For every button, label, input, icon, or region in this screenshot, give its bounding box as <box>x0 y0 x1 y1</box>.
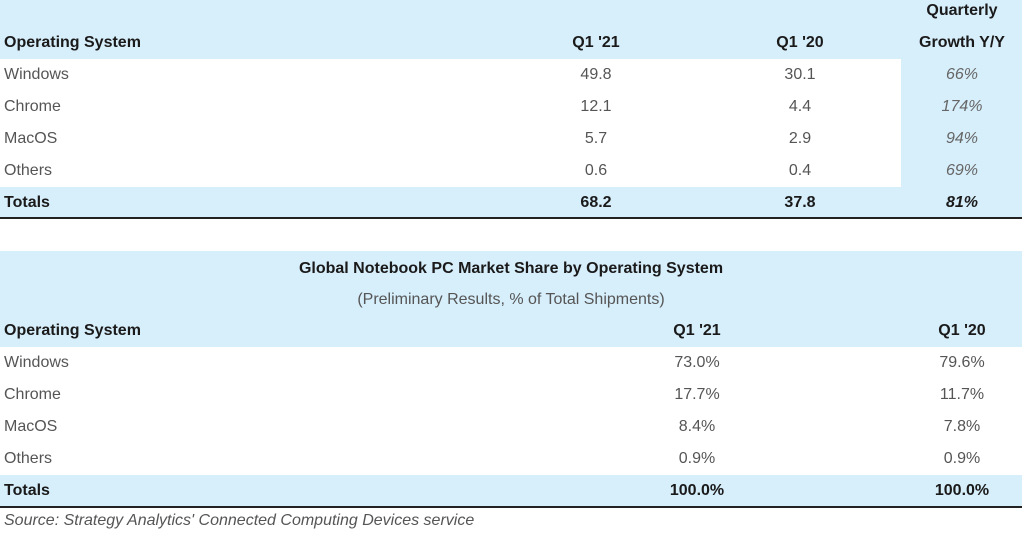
q1-20-share-cell: 7.8% <box>943 418 981 435</box>
q1-20-value-cell: 2.9 <box>788 130 812 147</box>
totals-growth: 81% <box>945 194 979 211</box>
header-q1-21: Q1 '21 <box>673 322 721 339</box>
table-row: Others 0.9% 0.9% <box>0 443 1022 475</box>
shipments-table: Operating System Q1 '21 Q1 '20 Quarterly… <box>0 0 1022 219</box>
table-row: Others 0.6 0.4 69% <box>0 155 1022 187</box>
market-share-table-header: Global Notebook PC Market Share by Opera… <box>0 251 1022 347</box>
totals-q1-20: 100.0% <box>934 482 990 499</box>
totals-label: Totals <box>4 194 50 211</box>
market-share-totals-row: Totals 100.0% 100.0% <box>0 475 1022 507</box>
growth-value-cell: 66% <box>945 66 979 83</box>
header-q1-21: Q1 '21 <box>572 34 620 51</box>
totals-q1-21: 100.0% <box>669 482 725 499</box>
table-row: MacOS 5.7 2.9 94% <box>0 123 1022 155</box>
q1-20-share-cell: 79.6% <box>939 354 985 371</box>
header-q1-20: Q1 '20 <box>938 322 986 339</box>
totals-label: Totals <box>4 482 50 499</box>
header-q1-20: Q1 '20 <box>776 34 824 51</box>
totals-q1-21: 68.2 <box>580 194 612 211</box>
q1-20-value-cell: 0.4 <box>788 162 812 179</box>
market-share-table: Global Notebook PC Market Share by Opera… <box>0 251 1022 508</box>
growth-value-cell: 69% <box>945 162 979 179</box>
q1-21-share-cell: 8.4% <box>678 418 716 435</box>
table-bottom-rule <box>0 506 1022 508</box>
table-row: Chrome 17.7% 11.7% <box>0 379 1022 411</box>
growth-value-cell: 94% <box>945 130 979 147</box>
growth-column-highlight <box>901 59 1022 187</box>
os-name-cell: Windows <box>4 354 69 371</box>
os-name-cell: Others <box>4 162 53 179</box>
q1-20-value-cell: 4.4 <box>788 98 812 115</box>
os-name-cell: Others <box>4 450 53 467</box>
q1-21-value-cell: 5.7 <box>584 130 608 147</box>
shipments-totals-row: Totals 68.2 37.8 81% <box>0 187 1022 219</box>
column-header-row: Operating System Q1 '21 Q1 '20 <box>0 315 1022 347</box>
table-subtitle: (Preliminary Results, % of Total Shipmen… <box>357 291 665 308</box>
table-row: Windows 49.8 30.1 66% <box>0 59 1022 91</box>
q1-21-value-cell: 12.1 <box>580 98 612 115</box>
q1-20-share-cell: 11.7% <box>939 386 985 403</box>
header-quarterly: Quarterly <box>926 2 998 19</box>
q1-21-share-cell: 73.0% <box>674 354 720 371</box>
q1-21-value-cell: 49.8 <box>580 66 612 83</box>
q1-20-value-cell: 30.1 <box>784 66 816 83</box>
header-operating-system: Operating System <box>4 34 141 51</box>
q1-21-share-cell: 17.7% <box>674 386 720 403</box>
table-row: Windows 73.0% 79.6% <box>0 347 1022 379</box>
source-note: Source: Strategy Analytics' Connected Co… <box>4 512 475 529</box>
header-operating-system: Operating System <box>4 322 141 339</box>
os-name-cell: Chrome <box>4 386 61 403</box>
os-name-cell: Windows <box>4 66 69 83</box>
q1-21-share-cell: 0.9% <box>678 450 716 467</box>
shipments-table-header: Operating System Q1 '21 Q1 '20 Quarterly… <box>0 0 1022 59</box>
table-row: MacOS 8.4% 7.8% <box>0 411 1022 443</box>
q1-21-value-cell: 0.6 <box>584 162 608 179</box>
os-name-cell: MacOS <box>4 418 58 435</box>
os-name-cell: MacOS <box>4 130 58 147</box>
totals-q1-20: 37.8 <box>784 194 816 211</box>
table-row: Chrome 12.1 4.4 174% <box>0 91 1022 123</box>
q1-20-share-cell: 0.9% <box>943 450 981 467</box>
header-growth-yy: Growth Y/Y <box>919 34 1005 51</box>
table-bottom-rule <box>0 217 1022 219</box>
os-name-cell: Chrome <box>4 98 61 115</box>
growth-value-cell: 174% <box>941 98 983 115</box>
table-title: Global Notebook PC Market Share by Opera… <box>298 260 724 277</box>
